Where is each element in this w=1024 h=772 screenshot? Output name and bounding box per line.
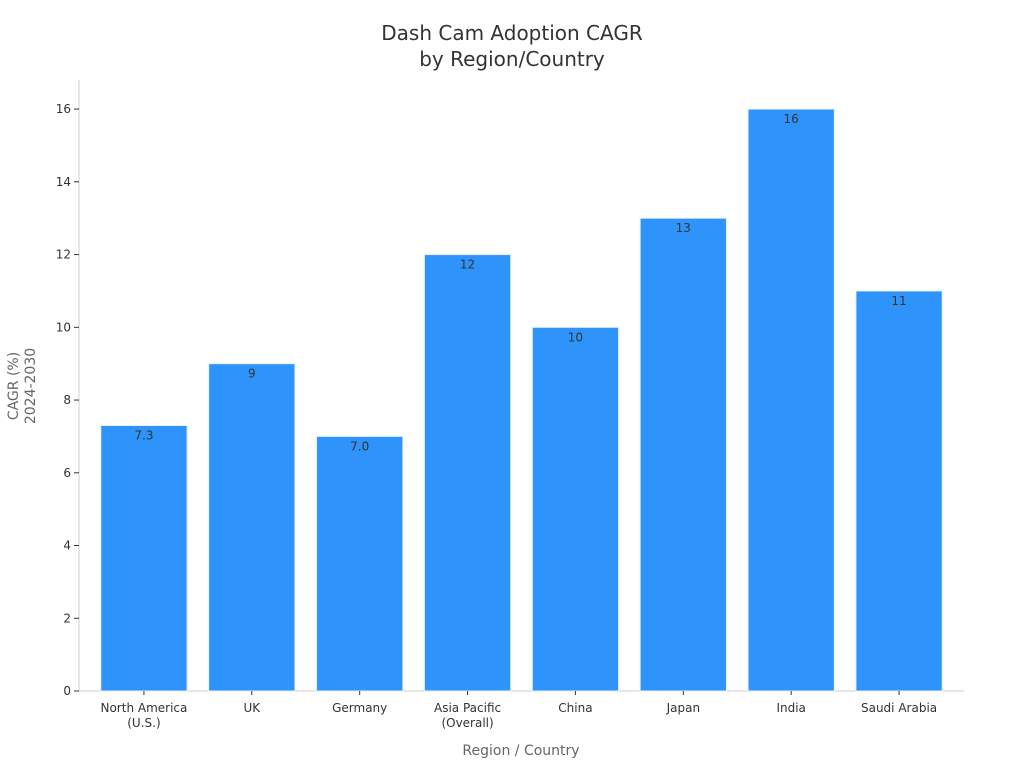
bar-2	[316, 435, 404, 692]
x-tick-label-7: Saudi Arabia	[861, 701, 937, 715]
bar-0	[100, 425, 188, 692]
y-tick-label-5: 10	[56, 320, 71, 334]
y-tick-label-3: 6	[63, 466, 71, 480]
bar-value-labels: 7.3 9 7.0 12 10 13 16 11	[134, 112, 906, 453]
y-axis-ticks: 0 2 4 6 8 10 12 14 16	[56, 102, 79, 698]
x-tick-label-6: India	[776, 701, 805, 715]
bar-3	[423, 254, 512, 692]
x-tick-label-3: Asia Pacific	[434, 701, 501, 715]
x-axis-title: Region / Country	[462, 743, 579, 759]
x-tick-label-2: Germany	[332, 701, 387, 715]
y-axis-title-line-1: CAGR (%)	[6, 352, 22, 420]
bar-1	[208, 363, 296, 692]
x-tick-label-0: North America	[100, 701, 187, 715]
bars	[100, 108, 943, 692]
x-tick-label-4: China	[558, 701, 592, 715]
y-axis-title-line-2: 2024-2030	[23, 348, 39, 424]
x-tick-label-1: UK	[243, 701, 261, 715]
bar-4	[531, 326, 620, 692]
y-tick-label-2: 4	[63, 539, 71, 553]
x-axis-tick-labels: North America(U.S.) UK Germany Asia Pacific…	[100, 691, 937, 730]
chart-title: Dash Cam Adoption CAGR by Region/Country	[381, 21, 643, 71]
bar-value-label-4: 10	[568, 330, 583, 344]
bar-value-label-2: 7.0	[350, 439, 369, 453]
bar-6	[747, 108, 835, 692]
y-tick-label-4: 8	[63, 393, 71, 407]
bar-value-label-1: 9	[248, 367, 256, 381]
y-tick-label-0: 0	[63, 684, 71, 698]
x-tick-label-5: Japan	[666, 701, 700, 715]
y-axis-title: CAGR (%) 2024-2030	[6, 348, 39, 424]
y-tick-label-7: 14	[56, 175, 71, 189]
bar-value-label-5: 13	[676, 221, 691, 235]
chart-title-line-1: Dash Cam Adoption CAGR	[381, 21, 643, 45]
y-tick-label-6: 12	[56, 248, 71, 262]
bar-7	[855, 290, 943, 692]
y-tick-label-1: 2	[63, 611, 71, 625]
chart-title-line-2: by Region/Country	[419, 47, 605, 71]
bar-value-label-6: 16	[784, 112, 799, 126]
bar-value-label-3: 12	[460, 258, 475, 272]
x-tick-label-3-line-2: (Overall)	[441, 716, 493, 730]
bar-value-label-7: 11	[891, 294, 906, 308]
bar-5	[639, 217, 727, 692]
x-tick-label-0-line-2: (U.S.)	[127, 716, 160, 730]
bar-value-label-0: 7.3	[134, 429, 153, 443]
y-tick-label-8: 16	[56, 102, 71, 116]
